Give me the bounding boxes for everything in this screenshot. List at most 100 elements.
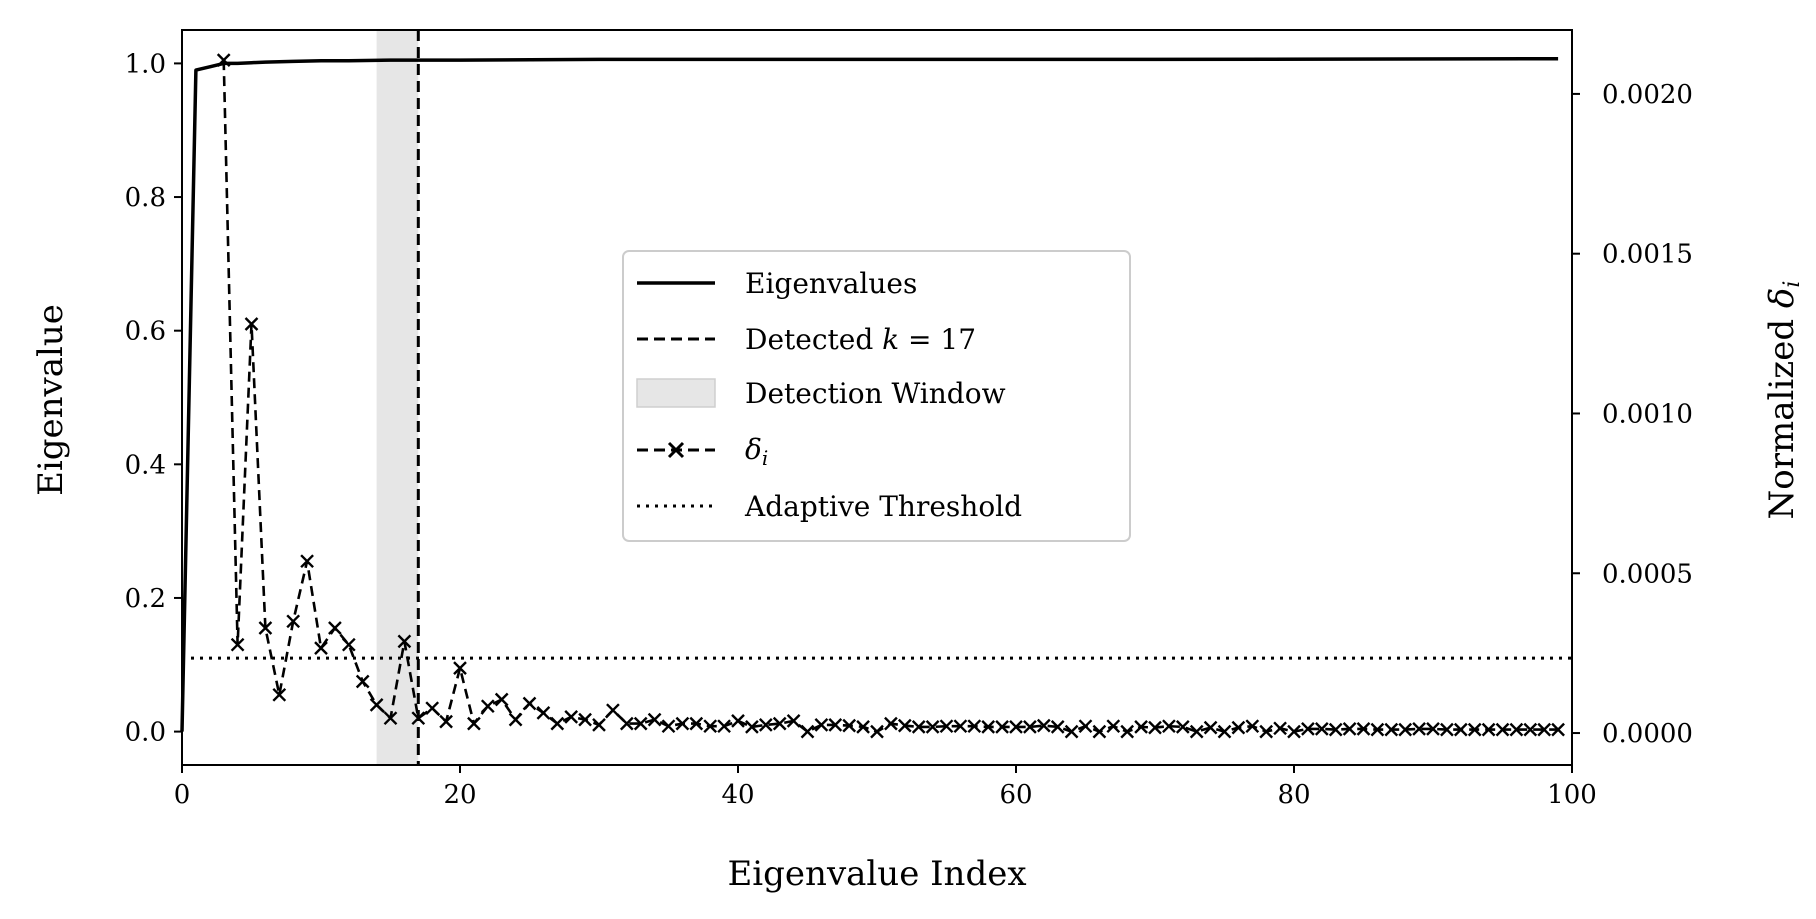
- delta-marker: [564, 710, 579, 724]
- delta-marker: [619, 716, 634, 731]
- delta-marker: [258, 621, 273, 635]
- delta-marker: [341, 637, 356, 652]
- x-axis-title: Eigenvalue Index: [727, 854, 1026, 894]
- delta-marker: [1398, 722, 1413, 737]
- delta-marker: [1523, 722, 1538, 737]
- x-tick-label: 20: [443, 780, 476, 810]
- delta-marker: [661, 719, 676, 734]
- delta-marker: [1509, 722, 1524, 737]
- delta-marker: [1162, 719, 1176, 734]
- delta-marker: [1148, 720, 1162, 735]
- delta-marker: [911, 720, 926, 734]
- delta-marker: [578, 712, 592, 727]
- delta-marker: [494, 692, 509, 707]
- y2-tick-label: 0.0000: [1602, 719, 1693, 749]
- delta-marker: [1342, 722, 1357, 736]
- delta-marker: [995, 720, 1009, 734]
- legend-detected-label: Detected k = 17: [745, 323, 976, 356]
- detection-window-layer: [376, 30, 419, 765]
- y2-axis-title-symbol: δ: [1762, 288, 1802, 308]
- delta-marker: [1231, 720, 1246, 735]
- delta-marker: [1203, 720, 1218, 735]
- delta-marker: [689, 716, 704, 731]
- delta-marker: [1426, 722, 1440, 736]
- legend-delta-sub: i: [762, 446, 768, 470]
- y2-tick-label: 0.0010: [1602, 399, 1693, 429]
- delta-layer: [216, 53, 1565, 739]
- y-tick-label: 0.0: [125, 718, 166, 748]
- legend-detected-suffix: = 17: [899, 323, 976, 356]
- delta-marker: [870, 724, 884, 739]
- delta-marker: [411, 711, 426, 726]
- delta-marker: [1467, 722, 1482, 737]
- delta-marker: [772, 716, 787, 731]
- delta-marker: [286, 614, 301, 629]
- delta-marker: [369, 698, 384, 712]
- plot-frame: [181, 29, 1573, 766]
- delta-marker: [1328, 722, 1343, 737]
- legend-threshold-label: Adaptive Threshold: [744, 490, 1022, 523]
- x-tick-label: 60: [999, 780, 1032, 810]
- delta-marker: [1551, 722, 1565, 737]
- delta-marker: [1384, 722, 1399, 737]
- delta-marker: [1287, 724, 1301, 739]
- y2-tick-label: 0.0020: [1602, 80, 1693, 110]
- y-tick-label: 1.0: [125, 49, 166, 79]
- delta-marker: [1036, 718, 1051, 733]
- y2-axis-ticks: 0.0000 0.0005 0.0010 0.0015 0.0020: [1572, 80, 1693, 749]
- legend-delta-label: δi: [745, 433, 768, 470]
- delta-marker: [675, 716, 690, 731]
- delta-marker: [230, 637, 245, 652]
- delta-marker: [1273, 721, 1287, 736]
- delta-marker: [633, 716, 648, 731]
- delta-marker: [717, 719, 731, 734]
- delta-marker: [522, 696, 537, 711]
- legend-delta-symbol: δ: [745, 433, 762, 466]
- delta-marker: [856, 720, 870, 734]
- detection-window-band: [376, 30, 419, 765]
- delta-marker: [592, 718, 606, 732]
- legend-eigenvalues-label: Eigenvalues: [745, 267, 917, 300]
- delta-marker: [939, 719, 954, 734]
- delta-marker: [925, 720, 940, 734]
- delta-marker: [703, 719, 718, 734]
- y2-axis-title-sub: i: [1780, 281, 1805, 288]
- delta-marker: [300, 554, 314, 569]
- delta-marker: [800, 724, 815, 739]
- delta-marker: [467, 716, 481, 731]
- delta-marker: [981, 720, 996, 734]
- delta-marker: [1175, 720, 1190, 734]
- legend-window-swatch: [636, 378, 716, 408]
- legend: Eigenvalues Detected k = 17 Detection Wi…: [622, 250, 1131, 542]
- x-tick-label: 40: [721, 780, 754, 810]
- y-tick-label: 0.2: [125, 584, 166, 614]
- x-tick-label: 100: [1547, 780, 1597, 810]
- delta-marker: [1023, 720, 1037, 734]
- delta-marker: [1481, 722, 1496, 737]
- delta-marker: [1078, 719, 1093, 734]
- x-tick-label: 80: [1277, 780, 1310, 810]
- y-tick-label: 0.8: [125, 183, 166, 213]
- delta-marker: [1120, 724, 1135, 739]
- delta-marker: [953, 719, 968, 734]
- delta-marker: [606, 703, 620, 718]
- delta-marker: [897, 718, 912, 733]
- delta-marker: [1134, 720, 1148, 734]
- delta-marker: [842, 718, 857, 733]
- delta-marker: [828, 718, 843, 732]
- legend-detected-prefix: Detected: [745, 323, 882, 356]
- delta-marker: [216, 53, 231, 67]
- delta-marker: [731, 714, 745, 728]
- legend-detected-var: k: [882, 323, 899, 356]
- delta-marker: [1217, 724, 1232, 739]
- legend-box: [622, 250, 1131, 542]
- x-axis-ticks: 0 20 40 60 80 100: [174, 765, 1597, 810]
- y-tick-label: 0.4: [125, 450, 166, 480]
- delta-marker: [1245, 719, 1260, 734]
- delta-marker: [314, 641, 328, 655]
- delta-marker: [758, 718, 773, 732]
- legend-delta-marker: [667, 441, 685, 459]
- delta-marker: [1412, 722, 1426, 736]
- y2-tick-label: 0.0015: [1602, 240, 1693, 270]
